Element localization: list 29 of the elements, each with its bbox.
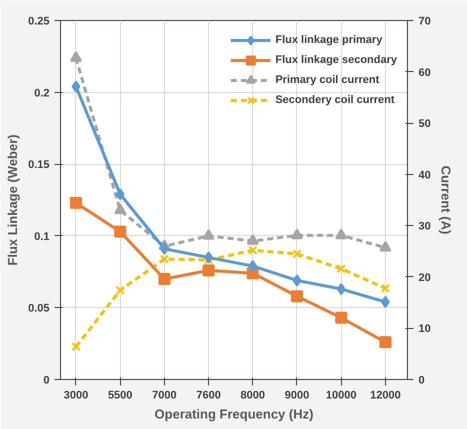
x-axis-title: Operating Frequency (Hz) [154, 406, 314, 422]
y2-axis-title: Current (A) [438, 166, 454, 234]
y-tick-label: 0.15 [28, 159, 50, 172]
y-axis-title: Flux Linkage (Weber) [5, 134, 20, 266]
y2-tick-label: 30 [418, 220, 431, 233]
x-tick-label: 9000 [284, 390, 310, 402]
y-tick-label: 0.2 [34, 87, 50, 100]
y-tick-label: 0.05 [28, 302, 50, 315]
x-tick-label: 10000 [326, 390, 356, 402]
y-tick-label: 0.1 [34, 230, 50, 243]
y2-tick-label: 10 [418, 323, 431, 336]
y-tick-label: 0.25 [28, 16, 50, 28]
x-tick-label: 3000 [64, 390, 88, 402]
y2-tick-label: 70 [418, 16, 431, 28]
x-tick-label: 8000 [240, 390, 266, 402]
y2-tick-label: 50 [418, 118, 431, 130]
y2-tick-label: 20 [418, 272, 431, 284]
legend-label: Flux linkage secondary [275, 53, 397, 67]
x-tick-label: 7000 [152, 390, 177, 402]
x-tick-label: 12000 [370, 390, 401, 402]
legend-label: Flux linkage primary [275, 33, 382, 47]
y2-tick-label: 0 [418, 374, 425, 386]
x-tick-label: 5500 [108, 390, 132, 402]
y2-tick-label: 40 [418, 169, 431, 182]
x-tick-label: 7600 [196, 390, 221, 402]
legend-label: Secondery coil current [275, 93, 395, 107]
y2-tick-label: 60 [418, 66, 431, 79]
legend-label: Primary coil current [275, 73, 380, 87]
y-tick-label: 0 [43, 374, 50, 386]
